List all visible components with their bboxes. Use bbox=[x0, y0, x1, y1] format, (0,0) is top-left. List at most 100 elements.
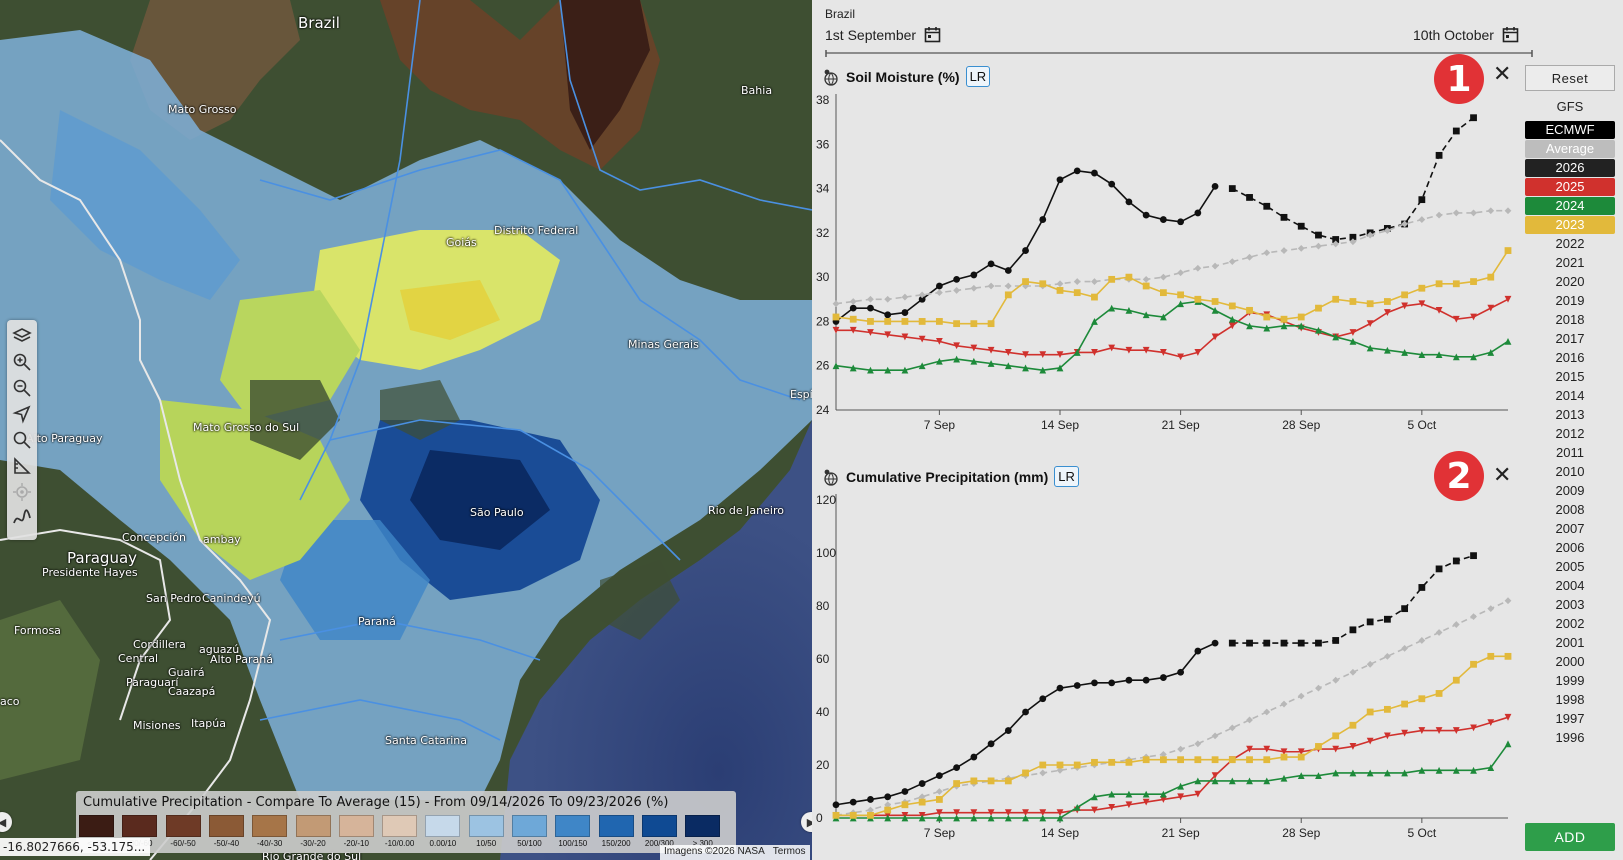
data-point-2024[interactable] bbox=[901, 366, 909, 374]
data-point-2023[interactable] bbox=[1211, 298, 1219, 305]
map-view[interactable]: Brazil Mato Grosso Bahia Goiás Distrito Fede… bbox=[0, 0, 812, 860]
data-point-2023[interactable] bbox=[1418, 284, 1426, 292]
data-point-ecmwf[interactable] bbox=[1383, 615, 1391, 623]
data-point-2025[interactable] bbox=[1211, 772, 1219, 779]
data-point-2023[interactable] bbox=[901, 318, 909, 325]
data-point-2026[interactable] bbox=[1125, 676, 1133, 684]
data-point-2024[interactable] bbox=[1108, 304, 1116, 312]
data-point-2025[interactable] bbox=[1228, 322, 1236, 330]
data-point-2023[interactable] bbox=[1246, 756, 1253, 764]
year-item-2013[interactable]: 2013 bbox=[1555, 407, 1585, 422]
data-point-2023[interactable] bbox=[1470, 278, 1477, 285]
data-point-2026[interactable] bbox=[901, 788, 909, 795]
data-point-2024[interactable] bbox=[1125, 790, 1133, 798]
terms-link[interactable]: Termos bbox=[772, 846, 806, 857]
data-point-2025[interactable] bbox=[987, 346, 995, 354]
data-point-2023[interactable] bbox=[953, 320, 961, 328]
data-point-2023[interactable] bbox=[987, 777, 995, 785]
data-point-average[interactable] bbox=[901, 293, 909, 301]
data-point-2024[interactable] bbox=[1504, 740, 1512, 748]
data-point-2025[interactable] bbox=[1418, 727, 1426, 734]
data-point-average[interactable] bbox=[1056, 766, 1064, 774]
data-point-2024[interactable] bbox=[1073, 349, 1081, 356]
data-point-2026[interactable] bbox=[918, 295, 926, 303]
data-point-2023[interactable] bbox=[1401, 700, 1409, 708]
data-point-average[interactable] bbox=[1452, 209, 1460, 217]
data-point-2023[interactable] bbox=[970, 320, 978, 328]
data-point-2023[interactable] bbox=[935, 796, 943, 803]
data-point-2024[interactable] bbox=[1246, 777, 1253, 785]
data-point-2024[interactable] bbox=[1315, 326, 1322, 334]
data-point-2025[interactable] bbox=[1349, 329, 1357, 336]
data-point-2026[interactable] bbox=[1073, 682, 1081, 689]
draw-curve-icon[interactable] bbox=[9, 505, 35, 531]
data-point-average[interactable] bbox=[1004, 282, 1012, 290]
end-date-picker[interactable]: 10th October bbox=[1413, 26, 1519, 43]
data-point-2023[interactable] bbox=[867, 318, 874, 325]
data-point-2023[interactable] bbox=[1177, 756, 1185, 764]
data-point-average[interactable] bbox=[1228, 724, 1236, 732]
data-point-2024[interactable] bbox=[867, 366, 874, 374]
data-point-2024[interactable] bbox=[1159, 790, 1167, 798]
data-point-2025[interactable] bbox=[1056, 351, 1064, 359]
data-point-2025[interactable] bbox=[1125, 801, 1133, 809]
data-point-2023[interactable] bbox=[1315, 743, 1322, 750]
data-point-2025[interactable] bbox=[1504, 713, 1512, 721]
year-item-1998[interactable]: 1998 bbox=[1555, 692, 1585, 707]
data-point-2023[interactable] bbox=[1194, 756, 1202, 764]
data-point-2024[interactable] bbox=[1211, 777, 1219, 785]
data-point-2024[interactable] bbox=[1091, 318, 1098, 325]
data-point-2024[interactable] bbox=[1004, 362, 1012, 370]
year-item-2011[interactable]: 2011 bbox=[1556, 445, 1584, 460]
data-point-2023[interactable] bbox=[849, 315, 857, 323]
series-line-average[interactable] bbox=[835, 209, 1508, 305]
data-point-2023[interactable] bbox=[1297, 753, 1305, 761]
data-point-2023[interactable] bbox=[1125, 273, 1133, 281]
data-point-2023[interactable] bbox=[1073, 761, 1081, 769]
data-point-2025[interactable] bbox=[1142, 798, 1150, 806]
year-item-2004[interactable]: 2004 bbox=[1555, 578, 1585, 593]
data-point-2026[interactable] bbox=[832, 801, 840, 809]
data-point-2026[interactable] bbox=[1039, 216, 1047, 223]
data-point-average[interactable] bbox=[1297, 692, 1305, 700]
data-point-2026[interactable] bbox=[1142, 676, 1150, 684]
year-item-2006[interactable]: 2006 bbox=[1555, 540, 1585, 555]
data-point-2025[interactable] bbox=[1142, 346, 1150, 354]
data-point-average[interactable] bbox=[1246, 716, 1253, 724]
data-point-2023[interactable] bbox=[1004, 777, 1012, 785]
data-point-ecmwf[interactable] bbox=[1452, 127, 1460, 135]
data-point-2024[interactable] bbox=[1383, 769, 1391, 777]
data-point-2026[interactable] bbox=[1211, 639, 1219, 647]
data-point-2026[interactable] bbox=[1039, 695, 1047, 703]
data-point-2026[interactable] bbox=[1211, 182, 1219, 190]
data-point-2024[interactable] bbox=[1194, 777, 1202, 785]
data-point-2026[interactable] bbox=[970, 753, 978, 761]
data-point-average[interactable] bbox=[1315, 242, 1322, 250]
data-point-average[interactable] bbox=[1332, 676, 1340, 684]
data-point-2026[interactable] bbox=[918, 780, 926, 787]
data-point-2026[interactable] bbox=[935, 772, 943, 779]
data-point-2026[interactable] bbox=[953, 275, 961, 283]
legend-swatch[interactable] bbox=[382, 815, 418, 837]
data-point-2024[interactable] bbox=[953, 355, 961, 363]
data-point-average[interactable] bbox=[1159, 273, 1167, 281]
data-point-2026[interactable] bbox=[1022, 247, 1029, 254]
lr-badge[interactable]: LR bbox=[965, 66, 991, 87]
series-line-2025[interactable] bbox=[836, 716, 1509, 817]
data-point-2025[interactable] bbox=[1470, 724, 1477, 732]
location-target-icon[interactable] bbox=[9, 479, 35, 505]
data-point-2026[interactable] bbox=[1177, 218, 1185, 226]
legend-swatch[interactable] bbox=[338, 815, 374, 837]
data-point-2024[interactable] bbox=[1263, 324, 1271, 332]
legend-swatch[interactable] bbox=[122, 815, 158, 837]
data-point-2023[interactable] bbox=[1452, 280, 1460, 288]
data-point-average[interactable] bbox=[1194, 264, 1202, 272]
data-point-average[interactable] bbox=[1246, 253, 1253, 261]
data-point-2025[interactable] bbox=[935, 337, 943, 345]
year-item-2026[interactable]: 2026 bbox=[1525, 159, 1615, 177]
data-point-2024[interactable] bbox=[832, 362, 840, 370]
data-point-2023[interactable] bbox=[1142, 282, 1150, 290]
data-point-2026[interactable] bbox=[1056, 176, 1064, 184]
data-point-2026[interactable] bbox=[849, 304, 857, 312]
data-point-2023[interactable] bbox=[1504, 652, 1512, 660]
